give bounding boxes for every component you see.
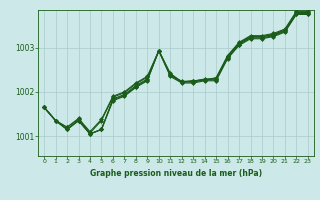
X-axis label: Graphe pression niveau de la mer (hPa): Graphe pression niveau de la mer (hPa) (90, 169, 262, 178)
